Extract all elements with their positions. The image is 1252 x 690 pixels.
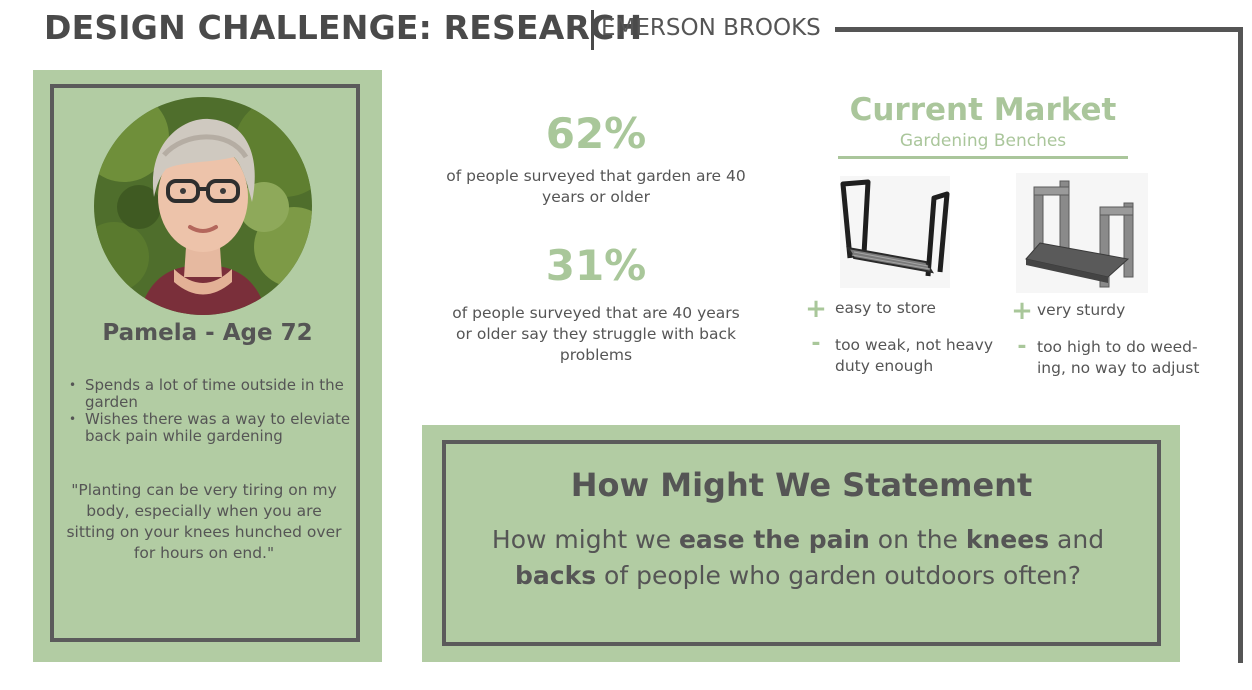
- hmw-emphasis: backs: [515, 561, 597, 590]
- product-con: too high to do weed-ing, no way to adjus…: [1037, 338, 1200, 377]
- folding-kneeler-bench-icon: [840, 176, 950, 288]
- hmw-text: of people who garden outdoors often?: [596, 561, 1081, 590]
- title-separator: [591, 10, 594, 50]
- stat-value: 31%: [545, 241, 647, 290]
- hmw-text: How might we: [491, 525, 679, 554]
- con-sign: -: [811, 331, 821, 356]
- pro-sign: +: [1011, 296, 1033, 326]
- pro-sign: +: [805, 294, 827, 324]
- persona-name: Pamela - Age 72: [102, 320, 313, 346]
- stat-value: 62%: [545, 109, 647, 158]
- market-underline: [838, 156, 1128, 159]
- con-sign: -: [1017, 334, 1027, 359]
- persona-card-frame: [50, 84, 360, 642]
- page-title: DESIGN CHALLENGE: RESEARCH: [44, 8, 643, 47]
- frame-rule-vertical: [1238, 27, 1243, 663]
- market-subtitle: Gardening Benches: [899, 131, 1067, 151]
- frame-rule-horizontal: [835, 27, 1243, 32]
- hmw-text: on the: [869, 525, 966, 554]
- stat-description: of people surveyed that are 40 years or …: [452, 304, 740, 364]
- hmw-panel-frame: [442, 440, 1161, 646]
- stat-description: of people surveyed that garden are 40 ye…: [446, 167, 746, 206]
- hmw-emphasis: ease the pain: [678, 525, 870, 554]
- hmw-panel: [422, 425, 1180, 662]
- product-pro: very sturdy: [1037, 301, 1126, 319]
- hmw-emphasis: knees: [965, 525, 1050, 554]
- product-con: too weak, not heavy duty enough: [835, 336, 994, 375]
- hmw-title: How Might We Statement: [570, 466, 1033, 504]
- persona-bullet: Wishes there was a way to eleviate back …: [66, 411, 356, 445]
- product-pro: easy to store: [835, 299, 936, 317]
- author-name: EMERSON BROOKS: [601, 15, 821, 41]
- persona-bullets: Spends a lot of time outside in the gard…: [66, 377, 356, 445]
- hmw-text: and: [1049, 525, 1105, 554]
- market-title: Current Market: [849, 92, 1117, 128]
- hmw-statement: How might we ease the pain on the knees …: [478, 522, 1118, 594]
- persona-bullet: Spends a lot of time outside in the gard…: [66, 377, 356, 411]
- person-photo-icon: [94, 97, 312, 315]
- sturdy-bench-icon: [1016, 173, 1148, 293]
- persona-quote: "Planting can be very tiring on my body,…: [66, 481, 342, 562]
